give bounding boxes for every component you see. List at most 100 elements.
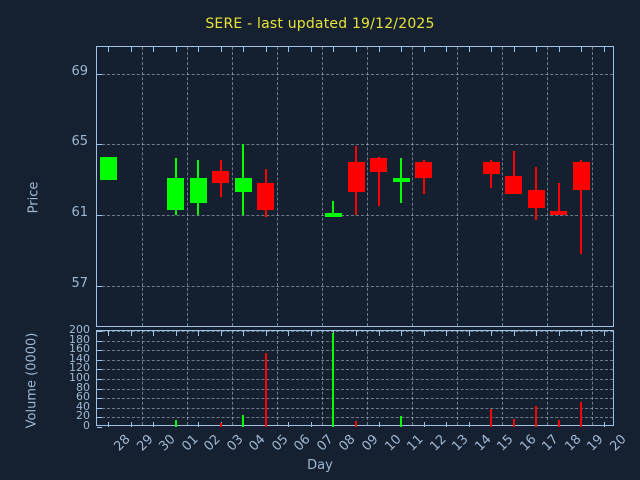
- candle-body: [392, 177, 410, 182]
- candle-body: [324, 213, 342, 218]
- candle-wick: [580, 160, 583, 254]
- x-tick-mark: [423, 331, 425, 336]
- x-tick-mark: [603, 422, 605, 427]
- volume-tick-mark: [97, 350, 102, 352]
- x-tick-mark: [356, 47, 357, 52]
- x-tick-mark: [243, 331, 245, 336]
- volume-bar: [174, 420, 177, 427]
- volume-bar: [557, 420, 560, 427]
- x-tick-mark: [198, 422, 200, 427]
- volume-tick-label: 120: [69, 361, 90, 375]
- gridline-vertical: [547, 47, 549, 326]
- x-axis-title: Day: [307, 458, 333, 473]
- volume-bar: [355, 421, 357, 427]
- gridline-horizontal: [97, 331, 613, 332]
- x-tick-mark: [108, 422, 110, 427]
- volume-tick-label: 180: [69, 332, 90, 346]
- x-tick-mark: [603, 331, 605, 336]
- volume-tick-label: 200: [69, 323, 90, 336]
- x-tick-mark: [198, 47, 200, 52]
- x-tick-mark: [243, 47, 245, 52]
- x-tick-mark: [446, 331, 448, 336]
- x-tick-mark: [491, 331, 493, 336]
- gridline-vertical: [502, 47, 504, 326]
- candle-wick: [377, 156, 380, 207]
- x-tick-mark: [558, 331, 560, 336]
- x-tick-mark: [536, 47, 538, 52]
- candle-body: [370, 158, 388, 173]
- candle-body: [505, 176, 523, 194]
- price-tick-label: 61: [71, 204, 88, 220]
- x-tick-mark: [333, 47, 335, 52]
- gridline-vertical: [322, 47, 324, 326]
- price-tick-mark: [97, 285, 102, 287]
- chart-title: SERE - last updated 19/12/2025: [205, 16, 435, 32]
- x-tick-mark: [175, 331, 177, 336]
- volume-tick-label: 140: [69, 351, 90, 365]
- gridline-horizontal: [97, 359, 613, 361]
- gridline-vertical: [142, 47, 144, 326]
- price-axis-title: Price: [26, 181, 42, 214]
- candle-body: [347, 161, 365, 192]
- volume-tick-mark: [97, 369, 102, 371]
- candle-wick: [332, 200, 335, 215]
- x-tick-mark: [288, 422, 290, 427]
- x-tick-mark: [378, 331, 380, 336]
- x-tick-mark: [265, 47, 267, 52]
- volume-bar: [219, 423, 222, 427]
- volume-bar: [580, 402, 583, 427]
- x-tick-mark: [558, 47, 560, 52]
- volume-bar: [332, 333, 335, 427]
- candle-body: [212, 170, 230, 184]
- price-tick-label: 65: [71, 134, 88, 150]
- x-tick-mark: [175, 47, 177, 52]
- gridline-vertical: [232, 47, 234, 326]
- gridline-vertical: [457, 331, 459, 425]
- gridline-vertical: [187, 331, 189, 425]
- x-tick-mark: [265, 331, 267, 336]
- gridline-vertical: [142, 331, 144, 425]
- x-tick-mark: [130, 47, 132, 52]
- volume-tick-mark: [97, 388, 102, 390]
- gridline-vertical: [412, 47, 414, 326]
- x-tick-mark: [108, 331, 110, 336]
- gridline-vertical: [592, 331, 594, 425]
- gridline-vertical: [277, 331, 279, 425]
- candle-wick: [557, 183, 560, 215]
- x-tick-mark: [401, 47, 403, 52]
- gridline-horizontal: [97, 388, 613, 390]
- volume-tick-mark: [97, 379, 102, 380]
- gridline-vertical: [367, 331, 369, 425]
- volume-tick-label: 60: [76, 390, 90, 404]
- candle-wick: [490, 160, 493, 189]
- volume-tick-label: 160: [69, 342, 90, 356]
- x-tick-mark: [468, 422, 470, 427]
- candle-body: [415, 161, 433, 178]
- x-tick-mark: [310, 331, 312, 336]
- volume-bar: [264, 352, 267, 427]
- candle-body: [550, 211, 568, 216]
- volume-tick-label: 0: [83, 419, 90, 432]
- gridline-vertical: [232, 331, 234, 425]
- volume-axis-title: Volume (0000): [24, 332, 40, 429]
- price-tick-label: 57: [71, 275, 88, 291]
- gridline-horizontal: [97, 214, 613, 216]
- gridline-horizontal: [97, 340, 613, 342]
- x-tick-mark: [513, 331, 515, 336]
- volume-plot-area: [96, 330, 614, 428]
- x-tick-mark: [153, 47, 155, 52]
- price-tick-mark: [97, 144, 102, 146]
- x-tick-mark: [468, 47, 470, 52]
- volume-tick-label: 40: [76, 399, 90, 413]
- volume-tick-mark: [97, 331, 102, 332]
- gridline-horizontal: [97, 407, 613, 409]
- x-tick-mark: [153, 331, 155, 336]
- x-tick-mark: [603, 47, 605, 52]
- gridline-vertical: [277, 47, 279, 326]
- x-tick-mark: [153, 422, 155, 427]
- gridline-vertical: [367, 47, 369, 326]
- x-tick-mark: [401, 331, 403, 336]
- candle-body: [167, 177, 185, 210]
- gridline-horizontal: [97, 417, 613, 419]
